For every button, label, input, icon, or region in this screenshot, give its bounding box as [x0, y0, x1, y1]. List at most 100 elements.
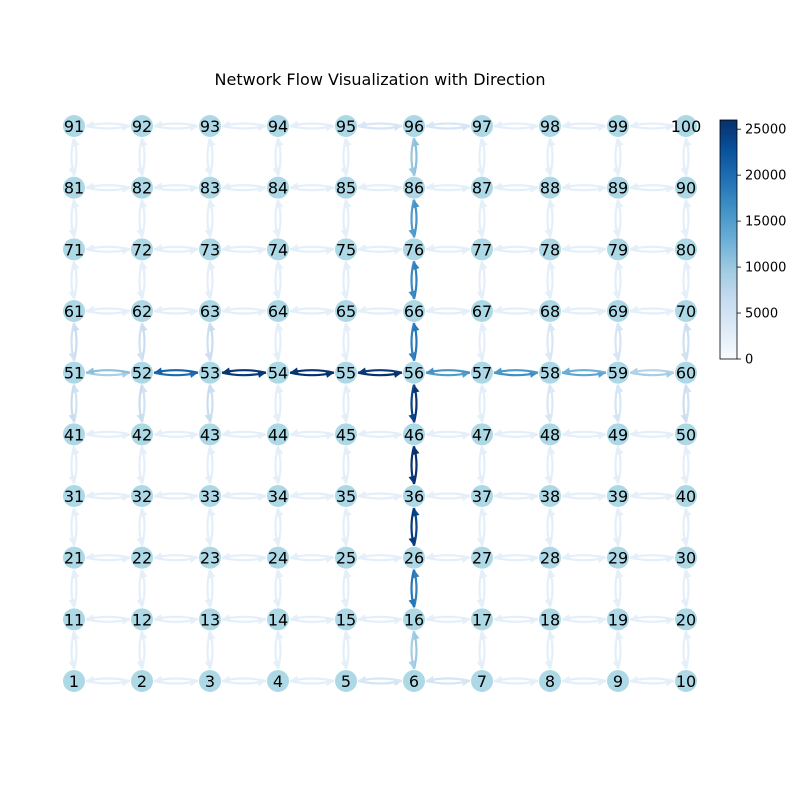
node-8: 8	[539, 670, 561, 692]
flow-edge-28-18	[544, 569, 552, 608]
flow-edge-97-96	[425, 120, 471, 128]
node-label: 47	[472, 425, 492, 444]
flow-edge-5-4	[289, 675, 335, 683]
node-43: 43	[199, 423, 221, 446]
flow-edge-65-64	[289, 305, 335, 313]
node-34: 34	[267, 485, 289, 507]
node-18: 18	[539, 608, 561, 631]
flow-edge-92-91	[85, 120, 131, 128]
node-58: 58	[539, 361, 561, 384]
node-label: 34	[268, 487, 288, 506]
flow-edge-71-61	[68, 261, 76, 300]
flow-edge-12-11	[85, 614, 131, 621]
node-label: 96	[404, 117, 424, 136]
flow-edge-55-54	[289, 367, 335, 375]
node-label: 87	[472, 179, 492, 198]
flow-edge-62-61	[85, 305, 131, 313]
node-54: 54	[267, 361, 289, 384]
node-label: 99	[608, 117, 628, 136]
node-44: 44	[267, 423, 289, 446]
node-51: 51	[63, 361, 85, 384]
node-label: 88	[540, 179, 560, 198]
node-17: 17	[471, 608, 493, 631]
flow-edge-70-60	[680, 322, 688, 361]
node-29: 29	[607, 546, 629, 569]
node-9: 9	[607, 670, 629, 692]
node-label: 26	[404, 549, 424, 568]
flow-edge-95-94	[289, 120, 335, 128]
node-3: 3	[199, 670, 221, 692]
flow-edge-58-48	[544, 384, 552, 423]
flow-edge-81-71	[68, 199, 76, 238]
node-label: 39	[608, 487, 628, 506]
flow-edge-100-90	[680, 137, 688, 176]
node-31: 31	[63, 485, 85, 507]
flow-edge-75-65	[340, 261, 348, 300]
flow-edge-18-17	[493, 614, 539, 621]
node-label: 78	[540, 240, 560, 259]
flow-edge-74-64	[272, 261, 280, 300]
flow-edge-19-9	[612, 631, 620, 670]
flow-edge-59-58	[561, 367, 607, 375]
flow-edge-27-17	[476, 569, 484, 608]
flow-edge-21-11	[68, 569, 76, 608]
flow-edge-52-51	[85, 367, 131, 375]
node-label: 45	[336, 425, 356, 444]
flow-edge-77-76	[425, 244, 471, 251]
node-90: 90	[675, 176, 697, 199]
flow-edge-41-31	[68, 446, 76, 485]
flow-edge-38-37	[493, 490, 539, 498]
flow-edge-66-56	[408, 322, 416, 361]
node-94: 94	[267, 115, 289, 137]
node-6: 6	[403, 670, 425, 692]
flow-edge-31-21	[68, 507, 76, 546]
flow-edge-88-78	[544, 199, 552, 238]
node-84: 84	[267, 176, 289, 199]
flow-edge-37-36	[425, 490, 471, 498]
node-14: 14	[267, 608, 289, 631]
flow-edge-25-15	[340, 569, 348, 608]
flow-edge-39-38	[561, 490, 607, 498]
flow-edge-75-74	[289, 244, 335, 251]
flow-edge-54-53	[221, 367, 267, 375]
flow-edge-17-7	[476, 631, 484, 670]
flow-edge-24-14	[272, 569, 280, 608]
flow-edge-89-88	[561, 182, 607, 190]
flow-edge-16-15	[357, 614, 403, 621]
flow-edge-26-16	[408, 569, 416, 608]
flow-edge-80-70	[680, 261, 688, 300]
flow-edge-57-56	[425, 367, 471, 375]
flow-edge-56-55	[357, 367, 403, 375]
flow-edge-94-93	[221, 120, 267, 128]
node-46: 46	[403, 423, 425, 446]
flow-edge-68-67	[493, 305, 539, 313]
flow-edge-40-39	[629, 490, 675, 498]
flow-edge-46-36	[408, 446, 416, 485]
node-75: 75	[335, 238, 357, 261]
node-64: 64	[267, 300, 289, 322]
node-1: 1	[63, 670, 85, 692]
node-label: 75	[336, 240, 356, 259]
colorbar-tick-label: 0	[745, 353, 753, 368]
flow-edge-17-16	[425, 614, 471, 621]
node-label: 70	[676, 302, 696, 321]
flow-edge-97-87	[476, 137, 484, 176]
node-label: 44	[268, 425, 288, 444]
flow-edge-51-41	[68, 384, 76, 423]
node-label: 3	[205, 672, 215, 691]
node-73: 73	[199, 238, 221, 261]
node-label: 74	[268, 240, 288, 259]
flow-edge-40-30	[680, 507, 688, 546]
node-59: 59	[607, 361, 629, 384]
flow-edge-19-18	[561, 614, 607, 621]
colorbar-tick-label: 5000	[745, 307, 778, 322]
node-98: 98	[539, 115, 561, 137]
flow-edge-98-97	[493, 120, 539, 128]
node-label: 76	[404, 240, 424, 259]
flow-edge-22-21	[85, 552, 131, 560]
flow-edge-36-35	[357, 490, 403, 498]
flow-edge-67-57	[476, 322, 484, 361]
node-label: 24	[268, 549, 288, 568]
node-label: 20	[676, 610, 696, 629]
flow-edge-96-95	[357, 120, 403, 128]
